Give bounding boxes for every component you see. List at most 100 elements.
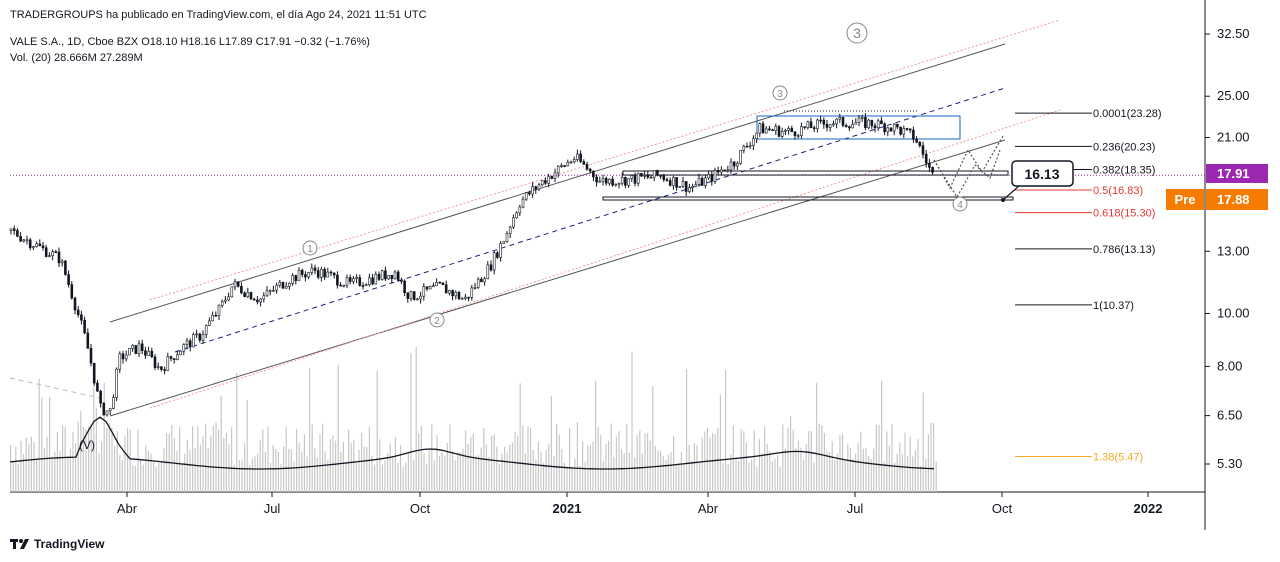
candle-body bbox=[496, 252, 499, 258]
volume-bar bbox=[480, 447, 482, 492]
candle-body bbox=[272, 289, 275, 292]
price-chart[interactable]: 32.50 25.00 21.00 13.00 10.00 8.00 6.50 5.30 Abr… bbox=[0, 0, 1280, 530]
volume-bar bbox=[288, 448, 290, 492]
candle-body bbox=[473, 287, 477, 289]
candle-body bbox=[435, 281, 438, 287]
volume-bar bbox=[569, 427, 571, 492]
volume-bar bbox=[543, 462, 545, 492]
volume-bar bbox=[821, 425, 823, 492]
callout-value: 16.13 bbox=[1024, 166, 1059, 182]
candle-body bbox=[556, 165, 560, 174]
volume-bar bbox=[782, 424, 784, 492]
candle-body bbox=[156, 366, 160, 368]
volume-bar bbox=[257, 453, 259, 492]
volume-bar bbox=[787, 427, 789, 492]
volume-bar bbox=[441, 452, 443, 492]
volume-bar bbox=[62, 425, 64, 492]
x-tick-label: Abr bbox=[698, 501, 719, 516]
candle-body bbox=[729, 161, 733, 171]
x-tick-label: 2021 bbox=[553, 501, 582, 516]
candle-body bbox=[931, 167, 934, 173]
candle-body bbox=[620, 176, 624, 184]
candle-body bbox=[336, 274, 339, 286]
volume-bar bbox=[69, 448, 71, 492]
candle-body bbox=[246, 292, 250, 297]
candle-body bbox=[307, 272, 310, 278]
candle-body bbox=[787, 128, 790, 131]
volume-bar bbox=[764, 426, 766, 492]
support-zone-lower bbox=[602, 196, 1014, 201]
volume-bar bbox=[192, 426, 194, 492]
fib-level-label: 0.0001(23.28) bbox=[1093, 108, 1162, 120]
volume-bar bbox=[348, 429, 350, 492]
volume-bar bbox=[901, 454, 903, 492]
candle-body bbox=[918, 141, 922, 146]
volume-bar bbox=[285, 426, 287, 492]
volume-bar bbox=[511, 442, 513, 492]
volume-bar bbox=[522, 425, 524, 492]
candle-body bbox=[598, 180, 602, 183]
volume-bar bbox=[524, 453, 526, 492]
candle-body bbox=[262, 295, 266, 300]
candle-body bbox=[652, 170, 656, 178]
volume-bar bbox=[116, 431, 118, 492]
volume-bar bbox=[80, 411, 82, 492]
volume-bar bbox=[124, 435, 126, 492]
volume-bar bbox=[504, 446, 506, 492]
volume-bar bbox=[597, 427, 599, 492]
candle-body bbox=[124, 354, 128, 360]
fib-level-label: 0.382(18.35) bbox=[1093, 165, 1155, 177]
candle-body bbox=[374, 273, 378, 285]
candle-body bbox=[908, 128, 912, 131]
pre-market-badge-label: Pre bbox=[1175, 192, 1196, 207]
candle-body bbox=[915, 139, 918, 143]
volume-bar bbox=[631, 351, 633, 492]
fib-level-label: 1.38(5.47) bbox=[1093, 452, 1143, 464]
candle-body bbox=[800, 126, 803, 136]
volume-bar bbox=[98, 452, 100, 492]
candle-body bbox=[201, 334, 205, 341]
volume-bar bbox=[376, 370, 378, 492]
candle-body bbox=[220, 301, 224, 306]
volume-bar bbox=[857, 442, 859, 492]
volume-bar bbox=[59, 451, 61, 492]
tradingview-logo-icon bbox=[10, 539, 29, 549]
x-tick-label: Oct bbox=[992, 501, 1013, 516]
candle-body bbox=[601, 178, 605, 182]
candle-body bbox=[547, 176, 550, 184]
volume-bar bbox=[628, 452, 630, 492]
candle-body bbox=[214, 314, 218, 317]
x-tick-label: Abr bbox=[117, 501, 138, 516]
volume-bar bbox=[556, 424, 558, 492]
candle-body bbox=[80, 314, 83, 321]
volume-bar bbox=[25, 437, 27, 492]
y-tick-label: 8.00 bbox=[1217, 358, 1242, 373]
volume-bar bbox=[210, 435, 212, 492]
candle-body bbox=[476, 278, 480, 288]
volume-bar bbox=[270, 463, 272, 492]
wave-label-circle bbox=[302, 240, 318, 256]
volume-bar bbox=[301, 451, 303, 492]
volume-bar bbox=[176, 450, 178, 492]
volume-bar bbox=[407, 453, 409, 492]
candle-body bbox=[848, 126, 851, 129]
candle-body bbox=[595, 176, 598, 183]
x-tick-label: 2022 bbox=[1134, 501, 1163, 516]
volume-bar bbox=[636, 435, 638, 492]
volume-bar bbox=[394, 437, 396, 492]
candle-body bbox=[588, 168, 592, 172]
volume-bar bbox=[553, 455, 555, 492]
volume-bar bbox=[374, 464, 376, 492]
candle-body bbox=[585, 164, 589, 170]
candle-body bbox=[44, 247, 48, 257]
candle-body bbox=[297, 269, 301, 282]
volume-bar bbox=[644, 433, 646, 492]
volume-bar bbox=[384, 459, 386, 492]
volume-bar bbox=[150, 453, 152, 492]
volume-bar bbox=[49, 397, 51, 492]
candle-body bbox=[172, 358, 176, 360]
volume-bar bbox=[797, 440, 799, 492]
volume-bar bbox=[745, 442, 747, 492]
volume-bar bbox=[530, 427, 532, 492]
candle-body bbox=[224, 299, 227, 302]
